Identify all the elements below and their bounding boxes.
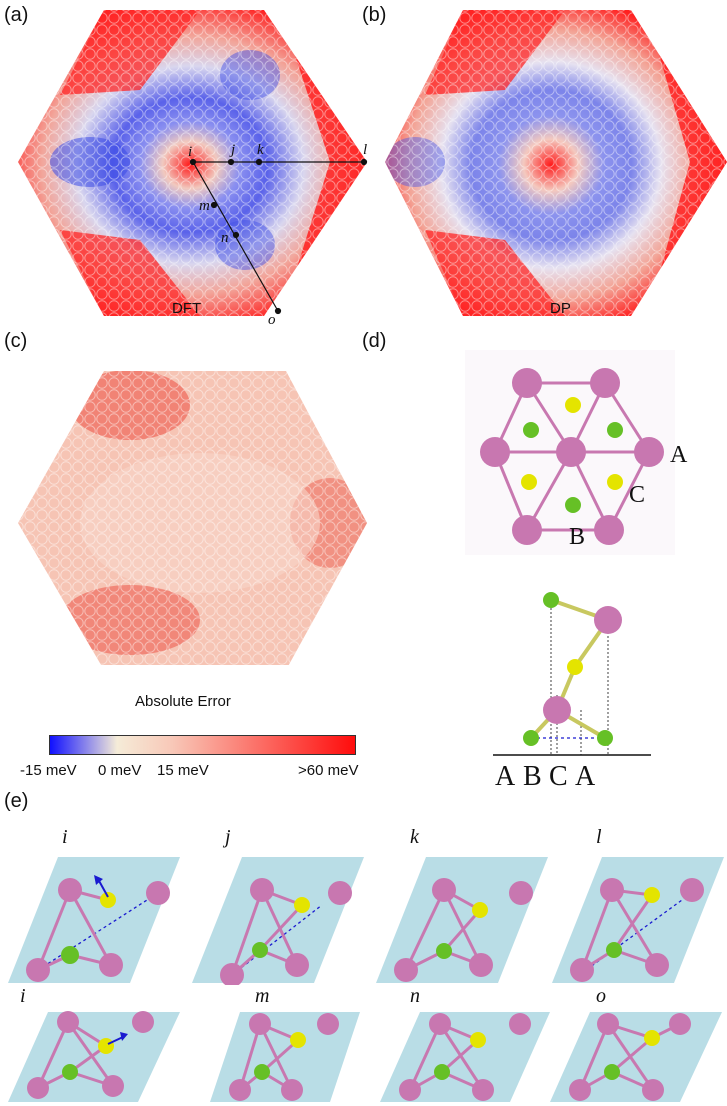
panel-b-label: (b) [362, 4, 387, 26]
panel-c-label: (c) [4, 330, 28, 352]
dp-caption: DP [550, 300, 571, 317]
absolute-error-map [18, 371, 367, 665]
point-m-label: m [199, 198, 210, 214]
structure-e-i-bottom [8, 1011, 180, 1102]
axis-label-a2: A [575, 761, 596, 792]
structure-e-i-top [8, 857, 180, 983]
colorbar-tick-60: >60 meV [298, 762, 359, 779]
point-n-label: n [221, 230, 229, 246]
row1-label-l: l [596, 826, 602, 848]
row1-label-j: j [225, 826, 231, 848]
colorbar-tick-minus15: -15 meV [20, 762, 77, 779]
axis-label-b: B [523, 761, 542, 792]
structure-e-o-bottom [550, 1012, 722, 1102]
colorbar [49, 735, 356, 755]
point-i-label: i [188, 144, 192, 160]
dft-caption: DFT [172, 300, 202, 317]
structure-e-j-top [192, 857, 364, 985]
structure-side-view: A B C A [493, 592, 651, 792]
dp-energy-map [385, 10, 727, 316]
axis-label-a1: A [495, 761, 516, 792]
row2-label-n: n [410, 985, 420, 1007]
point-k-label: k [257, 142, 264, 158]
site-b-label: B [569, 524, 585, 550]
structure-top-view: A B C [465, 350, 688, 555]
dft-energy-map: i j k l m n o [18, 10, 367, 328]
row2-label-o: o [596, 985, 606, 1007]
site-a-label: A [670, 442, 688, 468]
row1-label-k: k [410, 826, 419, 848]
point-j-label: j [229, 142, 235, 158]
structure-e-n-bottom [380, 1012, 550, 1102]
panel-a-label: (a) [4, 4, 29, 26]
structure-e-l-top [552, 857, 724, 983]
structure-e-m-bottom [210, 1012, 360, 1102]
row2-label-i: i [20, 985, 26, 1007]
site-c-label: C [629, 482, 645, 508]
panel-e-label: (e) [4, 790, 29, 812]
point-o-label: o [268, 312, 276, 328]
row2-label-m: m [255, 985, 270, 1007]
colorbar-tick-15: 15 meV [157, 762, 209, 779]
panel-d-label: (d) [362, 330, 387, 352]
row1-label-i: i [62, 826, 68, 848]
axis-label-c: C [549, 761, 568, 792]
panel-e-structures: i j k l [0, 820, 727, 1106]
absolute-error-caption: Absolute Error [135, 693, 231, 710]
point-l-label: l [363, 142, 367, 158]
structure-e-k-top [376, 857, 548, 983]
colorbar-tick-0: 0 meV [98, 762, 142, 779]
